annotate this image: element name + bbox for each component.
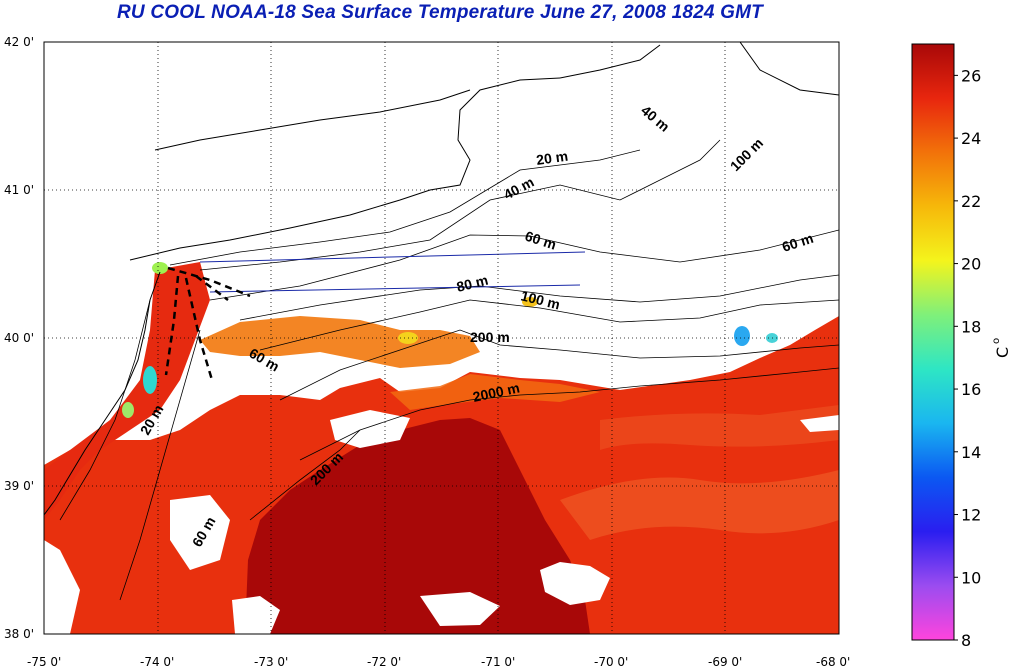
coastline-cape-cod xyxy=(559,42,839,96)
cloud-gap-3 xyxy=(44,540,80,634)
lat-tick-40: 40 0' xyxy=(4,331,34,345)
coastline-long-island xyxy=(129,77,561,261)
plot-frame xyxy=(43,41,840,635)
lon-tick-74: -74 0' xyxy=(140,655,174,669)
coastline-ct xyxy=(154,89,471,151)
colorbar-tick-label: 18 xyxy=(961,317,981,336)
sst-field xyxy=(44,42,839,634)
colorbar-tick-label: 14 xyxy=(961,443,981,462)
lat-tick-38: 38 0' xyxy=(4,627,34,641)
sst-orange-band xyxy=(390,374,600,410)
sst-nearshore-strip xyxy=(44,262,210,520)
cloud-gap-6 xyxy=(420,592,500,626)
colorbar-tick-label: 22 xyxy=(961,192,981,211)
contour-label-80-mid: 80 m xyxy=(455,272,490,295)
sst-filament-2 xyxy=(600,405,839,450)
sst-yellow-patch-2 xyxy=(522,297,538,307)
lat-tick-39: 39 0' xyxy=(4,479,34,493)
cloud-gap-2 xyxy=(330,410,410,448)
lat-tick-41: 41 0' xyxy=(4,183,34,197)
lon-tick-69: -69 0' xyxy=(708,655,742,669)
isobath-200m xyxy=(249,329,839,521)
colorbar-tick-label: 8 xyxy=(961,631,971,650)
lon-tick-71: -71 0' xyxy=(481,655,515,669)
colorbar-gradient xyxy=(911,43,955,641)
lat-tick-42: 42 0' xyxy=(4,35,34,49)
lon-tick-68: -68 0' xyxy=(816,655,850,669)
cloud-gap-4 xyxy=(170,495,230,570)
lon-tick-73: -73 0' xyxy=(254,655,288,669)
map-title: RU COOL NOAA-18 Sea Surface Temperature … xyxy=(117,2,763,23)
lon-tick-70: -70 0' xyxy=(594,655,628,669)
transect-line-2 xyxy=(209,284,581,293)
sst-cool-patch-east xyxy=(734,326,750,346)
sst-cool-patch-nj2 xyxy=(122,402,134,418)
isobath-100m xyxy=(259,299,839,351)
sst-filament xyxy=(560,470,839,540)
cloud-gap-5 xyxy=(232,596,280,634)
cloud-gap-7 xyxy=(800,415,839,432)
isobath-40m xyxy=(199,139,721,271)
isobath-80m xyxy=(239,274,839,321)
colorbar-tick-label: 26 xyxy=(961,66,981,85)
sst-cool-patch-nj xyxy=(143,366,157,394)
colorbar-tick-label: 24 xyxy=(961,129,981,148)
sst-orange-shelf xyxy=(200,316,480,368)
colorbar-tick-label: 10 xyxy=(961,568,981,587)
contour-label-200-mid: 200 m xyxy=(470,329,510,345)
graticule xyxy=(44,42,839,634)
isobath-60m xyxy=(119,229,839,601)
sst-warm-core xyxy=(245,418,590,634)
colorbar: 8 10 12 14 16 18 20 22 24 26 C o xyxy=(911,43,1012,650)
colorbar-tick-label: 16 xyxy=(961,380,981,399)
contour-label-20-north: 20 m xyxy=(535,148,569,168)
lon-tick-72: -72 0' xyxy=(367,655,401,669)
colorbar-tick-label: 20 xyxy=(961,255,981,274)
colorbar-ticks: 8 10 12 14 16 18 20 22 24 26 xyxy=(954,66,981,650)
contour-labels: 20 m 40 m 40 m 100 m 60 m 60 m 80 m 100 … xyxy=(137,102,816,549)
lon-tick-75: -75 0' xyxy=(27,655,61,669)
colorbar-unit: C xyxy=(993,347,1012,358)
lon-ticks: -75 0' -74 0' -73 0' -72 0' -71 0' -70 0… xyxy=(27,655,850,669)
coastline-nj xyxy=(44,271,161,516)
colorbar-unit-superscript: o xyxy=(991,338,1002,344)
cloud-gap-1 xyxy=(540,562,610,605)
transect-line-1 xyxy=(199,251,586,263)
lat-ticks: 42 0' 41 0' 40 0' 39 0' 38 0' xyxy=(4,35,34,641)
colorbar-tick-label: 12 xyxy=(961,506,981,525)
isobath-2000m xyxy=(299,367,839,461)
isobath-20m xyxy=(59,149,641,521)
sst-cool-patch-ny xyxy=(152,262,168,274)
